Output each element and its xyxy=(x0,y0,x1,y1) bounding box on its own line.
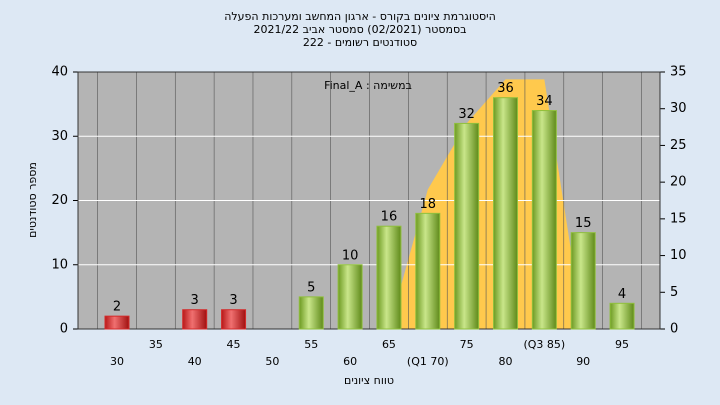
bar xyxy=(337,264,363,330)
bar xyxy=(415,212,441,330)
bar xyxy=(454,122,480,330)
y-tick-label: 40 xyxy=(51,65,68,80)
bar xyxy=(376,225,402,330)
x-tick-label: (Q1 70) xyxy=(407,355,449,368)
y-tick-label: 0 xyxy=(60,322,68,337)
x-tick-label: 75 xyxy=(460,338,474,351)
bar xyxy=(493,97,518,330)
y2-tick-label: 15 xyxy=(670,211,687,226)
bar xyxy=(221,309,247,330)
x-tick-label: 80 xyxy=(499,355,513,368)
value-label: 4 xyxy=(618,287,626,302)
y-tick-label: 10 xyxy=(51,257,68,272)
value-label: 16 xyxy=(381,210,398,225)
y2-tick-label: 35 xyxy=(670,65,687,80)
x-tick-label: 95 xyxy=(615,338,629,351)
bar xyxy=(298,296,324,330)
bar xyxy=(609,302,635,330)
value-label: 36 xyxy=(497,81,514,96)
x-tick-label: 65 xyxy=(382,338,396,351)
y2-tick-label: 0 xyxy=(670,322,678,337)
chart-subtitle: סטודנטים רשומים - 222 xyxy=(303,36,417,49)
x-tick-label: 30 xyxy=(110,355,124,368)
value-label: 34 xyxy=(536,94,553,109)
y2-tick-label: 25 xyxy=(670,138,687,153)
x-tick-label: 55 xyxy=(304,338,318,351)
value-label: 18 xyxy=(420,197,437,212)
x-tick-label: 60 xyxy=(343,355,357,368)
x-axis-label: טווח ציונים xyxy=(344,374,394,387)
value-label: 3 xyxy=(229,293,237,308)
bar xyxy=(570,232,596,330)
annotation: במשימה : Final_A xyxy=(324,79,412,92)
value-label: 32 xyxy=(458,107,475,122)
x-tick-label: 40 xyxy=(188,355,202,368)
y2-tick-label: 5 xyxy=(670,285,678,300)
chart-subtitle: בסמסטר (02/2021) סמסטר אביב 2021/22 xyxy=(253,23,466,36)
y2-tick-label: 20 xyxy=(670,175,687,190)
y-axis-label: מספר סטודנטים xyxy=(26,162,39,238)
bar xyxy=(531,110,557,330)
value-label: 15 xyxy=(575,216,592,231)
bar xyxy=(182,309,208,330)
value-label: 3 xyxy=(191,293,199,308)
chart-title: היסטוגרמת ציונים בקורס - ארגון המחשב ומע… xyxy=(224,10,496,23)
plot-border xyxy=(77,71,661,330)
y-tick-label: 20 xyxy=(51,193,68,208)
x-tick-label: 50 xyxy=(265,355,279,368)
y2-tick-label: 10 xyxy=(670,248,687,263)
x-tick-label: (Q3 85) xyxy=(523,338,565,351)
value-label: 10 xyxy=(342,248,359,263)
x-tick-label: 90 xyxy=(576,355,590,368)
x-tick-label: 35 xyxy=(149,338,163,351)
y-tick-label: 30 xyxy=(51,129,68,144)
value-label: 5 xyxy=(307,280,315,295)
y2-tick-label: 30 xyxy=(670,101,687,116)
value-label: 2 xyxy=(113,300,121,315)
bar xyxy=(104,315,130,330)
x-tick-label: 45 xyxy=(227,338,241,351)
